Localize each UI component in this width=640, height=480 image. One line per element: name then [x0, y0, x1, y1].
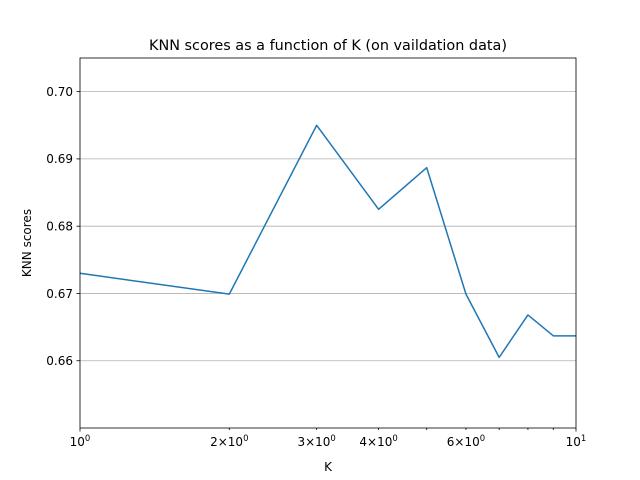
y-axis: 0.66 0.67 0.68 0.69 0.70 [46, 85, 80, 368]
x-major-tick-label: 101 [566, 434, 587, 449]
series-line-knn-scores [79, 124, 576, 359]
y-axis-label: KNN scores [20, 209, 34, 277]
y-tick-label: 0.67 [46, 287, 73, 301]
y-tick-label: 0.70 [46, 85, 73, 99]
x-major-tick-label: 100 [70, 434, 91, 449]
series-layer [79, 124, 576, 359]
x-minor-tick-label: 3×100 [297, 434, 335, 449]
x-minor-tick-label: 6×100 [447, 434, 485, 449]
x-minor-tick-label: 2×100 [210, 434, 248, 449]
grid-lines [80, 91, 576, 362]
x-minor-tick-label: 4×100 [359, 434, 397, 449]
plot-frame [79, 57, 577, 429]
y-tick-label: 0.66 [46, 354, 73, 368]
y-tick-label: 0.68 [46, 219, 73, 233]
y-tick-label: 0.69 [46, 152, 73, 166]
chart-title: KNN scores as a function of K (on vailda… [149, 38, 507, 54]
x-axis: 100 101 2×100 3×100 4×100 6×100 [70, 428, 587, 449]
x-axis-label: K [324, 460, 333, 474]
